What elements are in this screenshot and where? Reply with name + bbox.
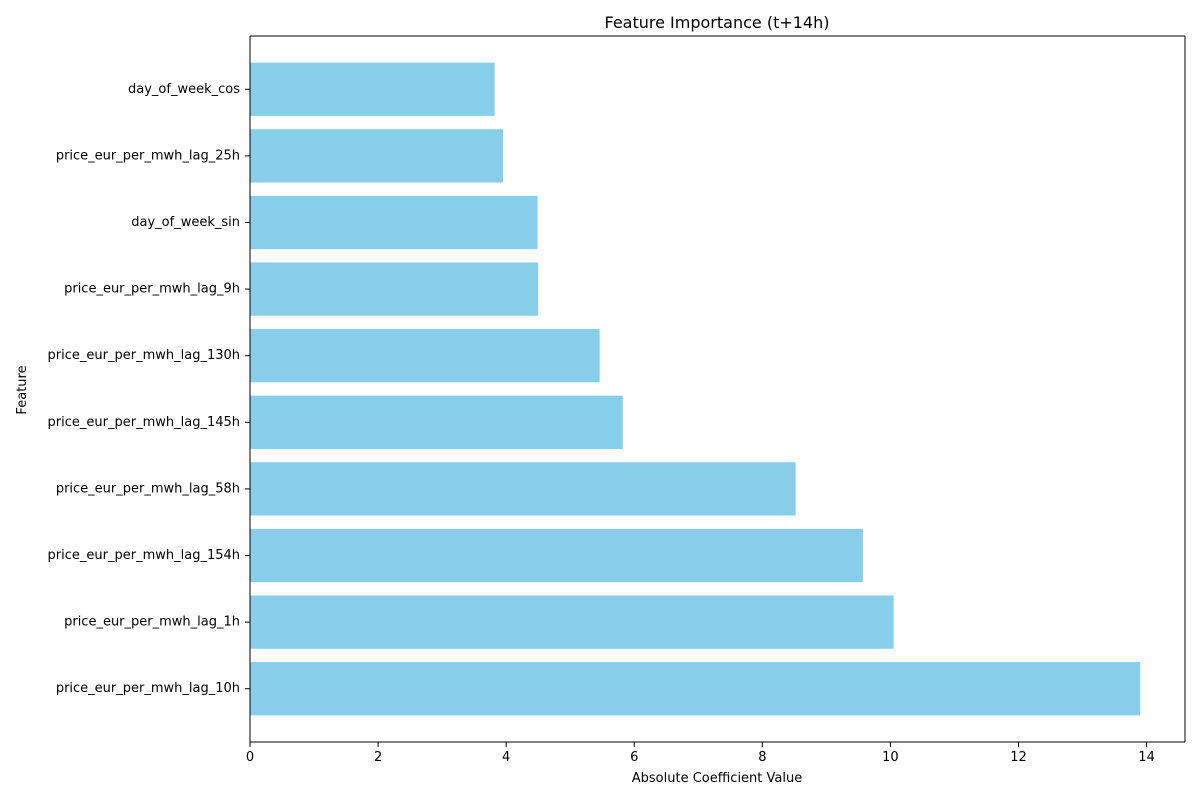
bar-price-eur-per-mwh-lag-25h	[250, 129, 503, 183]
x-tick-label: 12	[1010, 750, 1027, 765]
x-tick-label: 2	[374, 750, 382, 765]
y-tick-label: price_eur_per_mwh_lag_58h	[56, 481, 240, 496]
y-tick-label: day_of_week_sin	[131, 215, 240, 230]
y-tick-label: day_of_week_cos	[128, 82, 240, 97]
y-tick-group: price_eur_per_mwh_lag_10h price_eur_per_m…	[48, 82, 250, 696]
y-tick-label: price_eur_per_mwh_lag_145h	[48, 415, 240, 430]
x-tick-label: 8	[758, 750, 766, 765]
y-tick-label: price_eur_per_mwh_lag_1h	[64, 615, 240, 630]
bar-price-eur-per-mwh-lag-154h	[250, 528, 863, 583]
y-tick-label: price_eur_per_mwh_lag_9h	[64, 282, 240, 297]
x-tick-label: 6	[630, 750, 638, 765]
bar-price-eur-per-mwh-lag-10h	[250, 662, 1141, 716]
x-tick-label: 4	[502, 750, 510, 765]
bar-day-of-week-cos	[250, 62, 495, 116]
bars-group	[250, 62, 1141, 716]
y-tick-label: price_eur_per_mwh_lag_25h	[56, 148, 240, 163]
y-tick-label: price_eur_per_mwh_lag_154h	[48, 548, 240, 563]
y-axis-label: Feature	[15, 365, 30, 414]
bar-price-eur-per-mwh-lag-1h	[250, 595, 894, 649]
y-tick-label: price_eur_per_mwh_lag_130h	[48, 348, 240, 363]
bar-price-eur-per-mwh-lag-58h	[250, 462, 796, 516]
x-axis-label: Absolute Coefficient Value	[632, 771, 802, 786]
bar-price-eur-per-mwh-lag-145h	[250, 395, 623, 449]
x-tick-label: 0	[246, 750, 254, 765]
chart-title: Feature Importance (t+14h)	[605, 13, 830, 32]
bar-price-eur-per-mwh-lag-130h	[250, 329, 600, 383]
y-tick-label: price_eur_per_mwh_lag_10h	[56, 681, 240, 696]
x-tick-label: 14	[1138, 750, 1155, 765]
axes-frame	[249, 35, 1186, 743]
x-tick-group: 0 2 4 6 8 10 12 14	[246, 742, 1155, 765]
bar-day-of-week-sin	[250, 195, 538, 250]
bar-price-eur-per-mwh-lag-9h	[250, 262, 539, 316]
x-tick-label: 10	[882, 750, 899, 765]
